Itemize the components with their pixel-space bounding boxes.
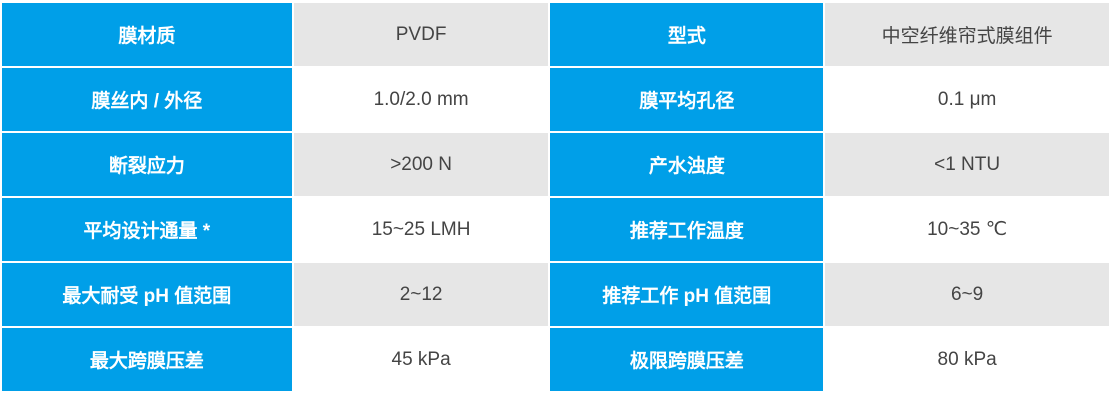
spec-value: 2~12 — [293, 263, 549, 326]
spec-label: 极限跨膜压差 — [550, 328, 824, 391]
spec-value: 6~9 — [825, 263, 1109, 326]
spec-value: 10~35 ℃ — [825, 198, 1109, 261]
spec-value: 中空纤维帘式膜组件 — [825, 3, 1109, 66]
spec-label: 最大跨膜压差 — [2, 328, 292, 391]
spec-value: 1.0/2.0 mm — [293, 68, 549, 131]
table-row: 膜丝内 / 外径 1.0/2.0 mm 膜平均孔径 0.1 μm — [2, 68, 1109, 131]
spec-label: 断裂应力 — [2, 133, 292, 196]
spec-label: 平均设计通量 * — [2, 198, 292, 261]
table-row: 断裂应力 >200 N 产水浊度 <1 NTU — [2, 133, 1109, 196]
spec-label: 膜材质 — [2, 3, 292, 66]
spec-label: 推荐工作温度 — [550, 198, 824, 261]
table-row: 膜材质 PVDF 型式 中空纤维帘式膜组件 — [2, 3, 1109, 66]
spec-label: 膜平均孔径 — [550, 68, 824, 131]
spec-label: 产水浊度 — [550, 133, 824, 196]
spec-value: 80 kPa — [825, 328, 1109, 391]
table-row: 最大跨膜压差 45 kPa 极限跨膜压差 80 kPa — [2, 328, 1109, 391]
spec-label: 型式 — [550, 3, 824, 66]
spec-label: 最大耐受 pH 值范围 — [2, 263, 292, 326]
spec-value: 45 kPa — [293, 328, 549, 391]
spec-value: 0.1 μm — [825, 68, 1109, 131]
table-row: 最大耐受 pH 值范围 2~12 推荐工作 pH 值范围 6~9 — [2, 263, 1109, 326]
spec-label: 推荐工作 pH 值范围 — [550, 263, 824, 326]
spec-value: PVDF — [293, 3, 549, 66]
spec-value: >200 N — [293, 133, 549, 196]
spec-value: <1 NTU — [825, 133, 1109, 196]
table-row: 平均设计通量 * 15~25 LMH 推荐工作温度 10~35 ℃ — [2, 198, 1109, 261]
spec-label: 膜丝内 / 外径 — [2, 68, 292, 131]
spec-value: 15~25 LMH — [293, 198, 549, 261]
